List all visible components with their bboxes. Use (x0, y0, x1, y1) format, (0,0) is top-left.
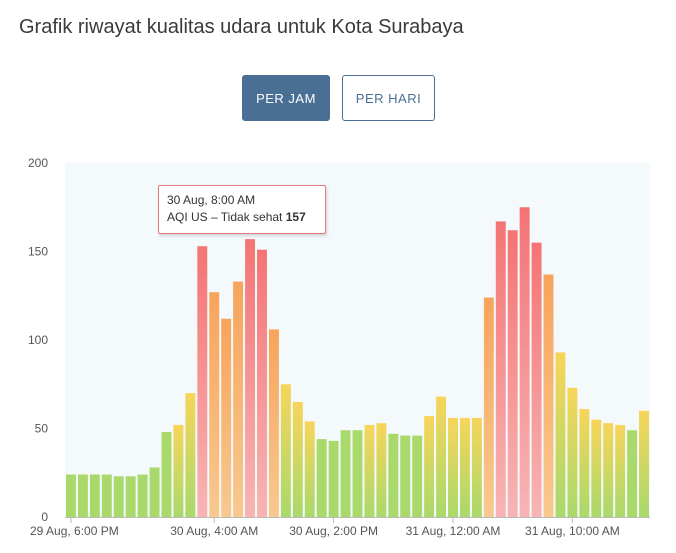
bar[interactable] (77, 474, 88, 517)
bar[interactable] (197, 246, 208, 517)
y-tick-label: 100 (28, 333, 48, 347)
bar[interactable] (101, 474, 112, 517)
bars-group (66, 207, 649, 518)
bar[interactable] (340, 430, 351, 517)
bar[interactable] (471, 417, 482, 517)
bar[interactable] (221, 318, 232, 517)
tooltip-label: AQI US – Tidak sehat (167, 210, 283, 224)
bar[interactable] (257, 249, 267, 518)
bar[interactable] (627, 430, 638, 517)
bar[interactable] (161, 432, 172, 517)
bar[interactable] (483, 297, 494, 517)
bar[interactable] (579, 409, 590, 517)
bar[interactable] (555, 352, 566, 517)
tooltip-value-line: AQI US – Tidak sehat 157 (167, 209, 317, 226)
bar[interactable] (412, 435, 423, 517)
bar[interactable] (304, 421, 315, 517)
y-axis: 0 50 100 150 200 (28, 156, 48, 524)
x-tick-label: 30 Aug, 4:00 AM (170, 524, 258, 538)
bar[interactable] (316, 439, 327, 517)
bar[interactable] (113, 476, 124, 517)
bar[interactable] (292, 401, 303, 517)
bar[interactable] (66, 474, 76, 517)
bar[interactable] (328, 440, 339, 517)
x-tick-label: 30 Aug, 2:00 PM (289, 524, 378, 538)
bar[interactable] (125, 476, 136, 517)
bar[interactable] (448, 417, 458, 517)
bar[interactable] (507, 230, 518, 517)
bar[interactable] (519, 207, 530, 517)
bar[interactable] (280, 384, 291, 517)
bar[interactable] (459, 417, 470, 517)
bar[interactable] (376, 423, 387, 517)
bar[interactable] (591, 419, 602, 517)
bar[interactable] (137, 474, 148, 517)
per-hari-button[interactable]: PER HARI (342, 75, 435, 121)
bar[interactable] (352, 430, 363, 517)
y-tick-label: 50 (35, 422, 49, 436)
bar[interactable] (615, 424, 626, 517)
bar[interactable] (495, 221, 506, 517)
bar[interactable] (388, 433, 399, 517)
bar[interactable] (531, 242, 542, 517)
page-title: Grafik riwayat kualitas udara untuk Kota… (19, 16, 464, 38)
bar[interactable] (89, 474, 100, 517)
tooltip: 30 Aug, 8:00 AM AQI US – Tidak sehat 157 (158, 185, 326, 234)
tooltip-time: 30 Aug, 8:00 AM (167, 193, 256, 207)
bar[interactable] (639, 410, 649, 517)
bar[interactable] (364, 424, 375, 517)
x-tick-label: 29 Aug, 6:00 PM (30, 524, 119, 538)
y-tick-label: 0 (41, 510, 48, 524)
per-jam-button[interactable]: PER JAM (242, 75, 330, 121)
y-tick-label: 150 (28, 245, 48, 259)
bar[interactable] (424, 416, 435, 517)
x-tick-label: 31 Aug, 12:00 AM (406, 524, 501, 538)
bar[interactable] (603, 423, 614, 517)
bar[interactable] (268, 329, 279, 517)
bar[interactable] (436, 396, 447, 517)
x-tick-label: 31 Aug, 10:00 AM (525, 524, 620, 538)
y-tick-label: 200 (28, 156, 48, 170)
x-axis: 29 Aug, 6:00 PM 30 Aug, 4:00 AM 30 Aug, 2:… (30, 517, 650, 538)
tooltip-value: 157 (285, 210, 306, 224)
bar[interactable] (173, 424, 184, 517)
bar[interactable] (400, 435, 411, 517)
bar-highlighted[interactable] (245, 239, 256, 518)
bar[interactable] (567, 387, 578, 517)
bar[interactable] (233, 281, 244, 517)
bar[interactable] (209, 292, 220, 517)
bar[interactable] (149, 467, 160, 517)
bar[interactable] (185, 393, 196, 517)
bar[interactable] (543, 274, 554, 517)
